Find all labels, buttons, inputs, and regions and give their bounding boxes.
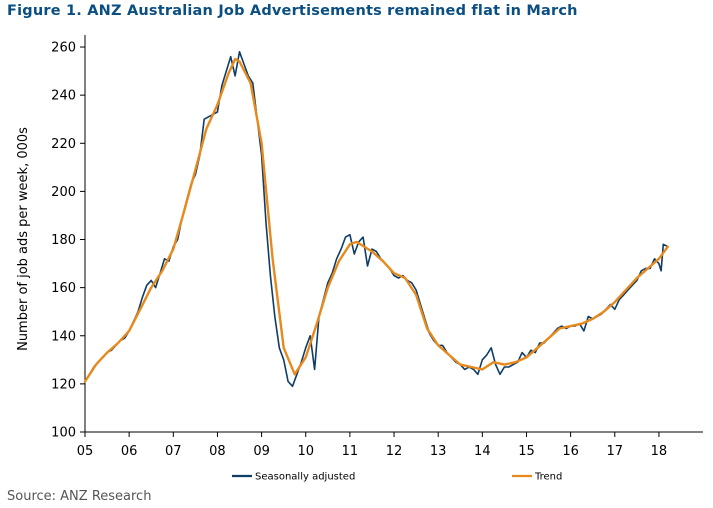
x-tick-label: 11 bbox=[342, 444, 359, 459]
series-layer bbox=[83, 51, 669, 388]
x-tick-label: 08 bbox=[209, 444, 226, 459]
y-tick-label: 220 bbox=[51, 137, 76, 152]
legend-label: Trend bbox=[534, 472, 562, 483]
series-line-seasonally-adjusted bbox=[84, 51, 669, 388]
y-tick-label: 140 bbox=[51, 329, 76, 344]
y-tick-label: 100 bbox=[51, 426, 76, 441]
legend: Seasonally adjusted Trend bbox=[232, 472, 562, 483]
axes: 100 120 140 160 180 200 220 240 260 05 06 07 08 09 10 1… bbox=[51, 35, 703, 459]
x-tick-label: 15 bbox=[518, 444, 535, 459]
y-tick-label: 240 bbox=[51, 89, 76, 104]
x-tick-label: 16 bbox=[562, 444, 579, 459]
legend-label: Seasonally adjusted bbox=[255, 472, 355, 483]
series-line-trend bbox=[83, 57, 669, 383]
source-note: Source: ANZ Research bbox=[7, 489, 152, 504]
x-tick-label: 06 bbox=[121, 444, 138, 459]
y-tick-label: 180 bbox=[51, 233, 76, 248]
x-tick-label: 07 bbox=[165, 444, 182, 459]
chart-title: Figure 1. ANZ Australian Job Advertiseme… bbox=[7, 3, 578, 19]
x-tick-label: 10 bbox=[297, 444, 314, 459]
y-axis-label: Number of job ads per week, 000s bbox=[16, 127, 31, 351]
x-tick-label: 09 bbox=[253, 444, 270, 459]
x-tick-label: 12 bbox=[386, 444, 403, 459]
x-tick-label: 14 bbox=[474, 444, 491, 459]
x-tick-label: 05 bbox=[77, 444, 94, 459]
y-tick-label: 200 bbox=[51, 185, 76, 200]
x-tick-label: 17 bbox=[607, 444, 624, 459]
x-tick-label: 18 bbox=[651, 444, 668, 459]
x-tick-label: 13 bbox=[430, 444, 447, 459]
y-tick-label: 260 bbox=[51, 41, 76, 56]
y-tick-label: 160 bbox=[51, 281, 76, 296]
y-tick-label: 120 bbox=[51, 377, 76, 392]
